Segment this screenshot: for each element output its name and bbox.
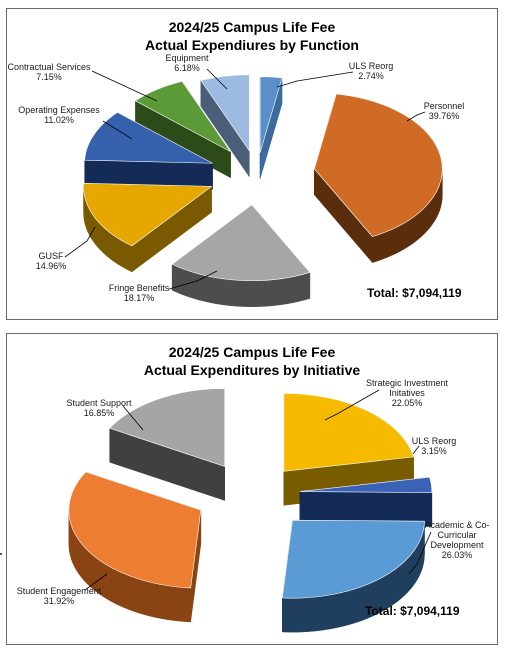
- slice-name-text: Initatives: [389, 388, 425, 398]
- leader-line: [206, 68, 228, 90]
- slice-name-text: Development: [430, 540, 484, 550]
- slice-name-text: Operating Expenses: [18, 105, 100, 115]
- leader-line: [102, 120, 133, 140]
- pie-slice-gusf: [83, 182, 213, 247]
- pie-slice-strategic-investment-initatives: [283, 392, 415, 472]
- slice-percent-text: 22.05%: [392, 398, 423, 408]
- chart-title-line2: Actual Expendiures by Function: [145, 37, 359, 53]
- slice-percent-text: 39.76%: [429, 111, 460, 121]
- chart-title-line1: 2024/25 Campus Life Fee: [168, 344, 336, 360]
- slice-name-text: Student Support: [66, 398, 132, 408]
- pie-slice-operating-expenses: [84, 112, 213, 164]
- initiative-chart-panel: 2024/25 Campus Life Fee Actual Expenditu…: [6, 333, 498, 645]
- leader-line: [64, 226, 96, 258]
- slice-percent-text: 31.92%: [44, 596, 75, 606]
- slice-percent-text: 2.74%: [358, 71, 384, 81]
- pie-slice-academic-co-curricular-development: [281, 519, 425, 599]
- slice-name-text: Student Engagement: [17, 586, 102, 596]
- leader-line: [84, 573, 108, 591]
- slice-name-text: GUSF: [38, 251, 64, 261]
- pie-slice-equipment: [200, 74, 250, 152]
- leader-line: [408, 531, 432, 575]
- slice-percent-text: 3.15%: [421, 446, 447, 456]
- slice-percent-text: 26.03%: [442, 550, 473, 560]
- leader-line: [324, 389, 380, 421]
- slice-percent-text: 18.17%: [124, 293, 155, 303]
- function-chart-panel: 2024/25 Campus Life Fee Actual Expendiur…: [6, 8, 498, 320]
- slice-name-text: Fringe Benefits: [109, 283, 170, 293]
- pie-slice-personnel: [314, 93, 443, 237]
- slice-percent-text: 14.96%: [36, 261, 67, 271]
- leader-line: [412, 445, 420, 455]
- slice-name-text: Contractual Services: [7, 62, 91, 72]
- chart-title-line2: Actual Expenditures by Initiative: [143, 362, 361, 378]
- leader-line: [406, 111, 426, 122]
- slice-percent-text: 6.18%: [174, 63, 200, 73]
- leader-line: [91, 70, 158, 102]
- slice-name-text: Strategic Investment: [366, 378, 449, 388]
- leader-line: [276, 71, 354, 88]
- slice-name-text: ULS Reorg: [412, 436, 457, 446]
- leader-line: [122, 405, 144, 431]
- total-label: Total: $7,094,119: [367, 286, 462, 300]
- pie-slice-uls-reorg: [299, 476, 433, 493]
- slice-percent-text: 16.85%: [84, 408, 115, 418]
- slice-name-text: Academic & Co-: [424, 520, 489, 530]
- slice-name-text: ULS Reorg: [349, 61, 394, 71]
- slice-name-text: Equipment: [165, 53, 209, 63]
- slice-name-text: Curricular: [437, 530, 476, 540]
- pie-slice-fringe-benefits: [171, 204, 311, 281]
- pie-slice-contractual-services: [134, 80, 231, 152]
- chart-title-line1: 2024/25 Campus Life Fee: [168, 19, 336, 35]
- slice-percent-text: 11.02%: [44, 115, 74, 125]
- edge-mark: [0, 553, 2, 555]
- leader-line: [168, 270, 218, 290]
- pie-slice-student-support: [109, 388, 226, 467]
- slice-name-text: Personnel: [424, 101, 465, 111]
- slice-percent-text: 7.15%: [36, 72, 62, 82]
- pie-slice-student-engagement: [68, 471, 202, 589]
- slice-label-academic-co-curricular-development: Academic & Co-CurricularDevelopment26.03…: [408, 520, 490, 575]
- pie-slice-uls-reorg: [259, 76, 283, 153]
- total-label: Total: $7,094,119: [365, 604, 460, 618]
